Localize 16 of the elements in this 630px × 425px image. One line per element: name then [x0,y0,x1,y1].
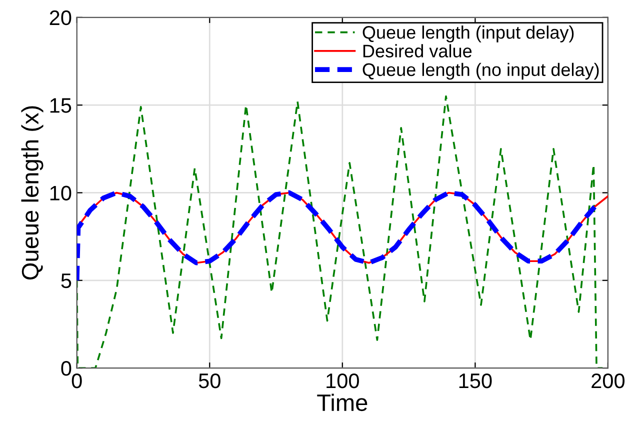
x-axis-title: Time [317,394,368,412]
x-tick-label: 150 [459,373,492,388]
legend-label: Desired value [363,44,472,58]
y-tick-label: 20 [50,10,72,26]
x-tick-label: 100 [326,373,359,388]
x-tick-label: 0 [72,373,82,388]
line-series [76,95,604,368]
y-tick-label: 15 [50,98,72,113]
x-tick-label: 50 [198,373,220,388]
y-tick-label: 5 [61,274,72,288]
legend-label: Queue length (input delay) [362,26,574,42]
y-axis-title: Queue length (x) [21,106,44,280]
y-tick-label: 0 [61,361,72,376]
x-tick-label: 200 [592,373,625,388]
legend-label: Queue length (no input delay) [362,62,599,80]
y-tick-label: 10 [50,186,72,200]
